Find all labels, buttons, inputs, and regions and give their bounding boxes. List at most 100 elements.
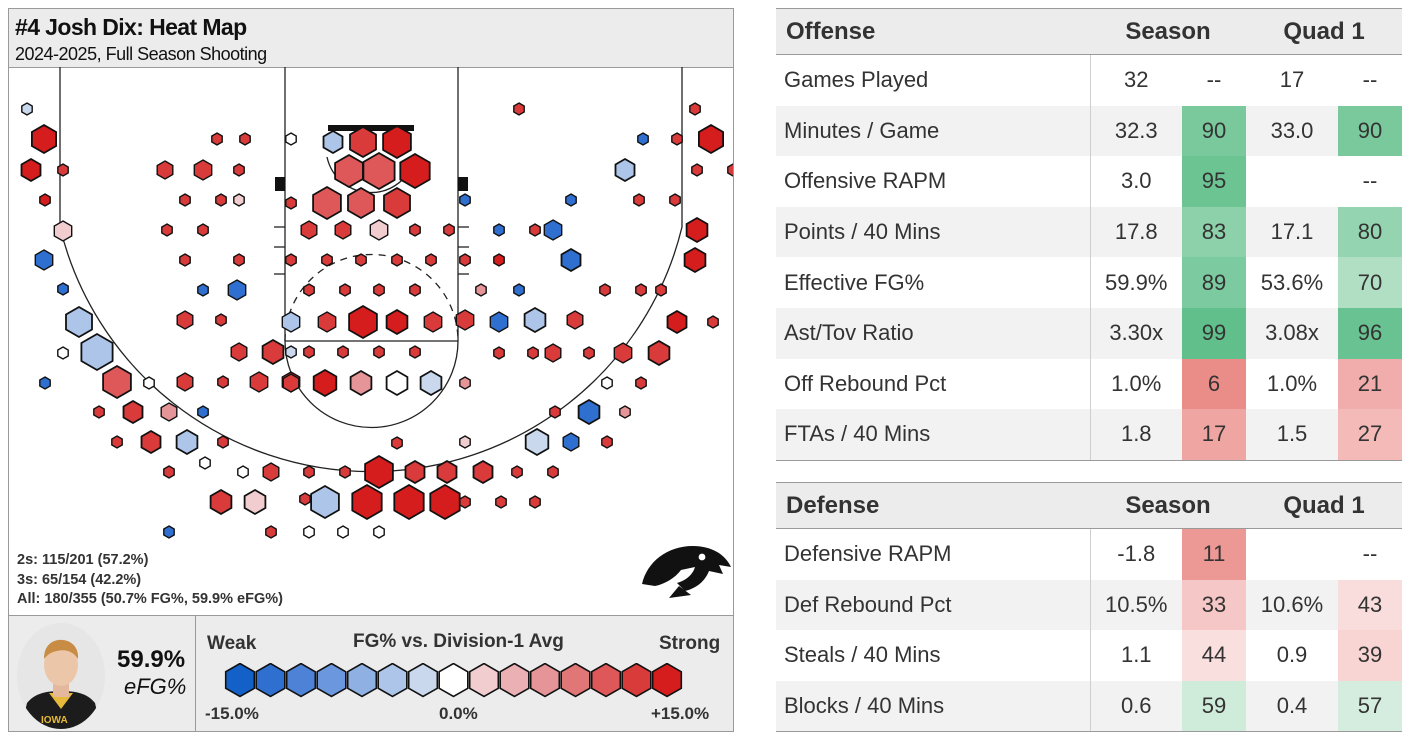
shot-hex bbox=[349, 369, 373, 397]
season-percentile: 17 bbox=[1182, 409, 1246, 461]
shot-hex bbox=[239, 132, 251, 146]
shot-hex bbox=[339, 283, 351, 297]
shot-hex bbox=[262, 462, 280, 482]
shot-hex bbox=[65, 305, 93, 339]
legend-hex bbox=[651, 663, 683, 698]
legend-tick-mid: 0.0% bbox=[439, 704, 478, 723]
season-value: 1.0% bbox=[1111, 370, 1162, 396]
season-percentile: 83 bbox=[1182, 206, 1246, 258]
season-percentile: 95 bbox=[1182, 156, 1246, 207]
season-value: -1.8 bbox=[1117, 541, 1156, 567]
legend-hex bbox=[529, 663, 561, 698]
stat-row: Minutes / Game 32.3 90 33.0 90 bbox=[776, 105, 1403, 157]
shot-hex bbox=[30, 123, 57, 155]
shot-hex bbox=[215, 313, 227, 327]
season-value: 1.8 bbox=[1090, 409, 1182, 461]
season-percentile: -- bbox=[1206, 67, 1222, 93]
stat-row: Points / 40 Mins 17.8 83 17.1 80 bbox=[776, 206, 1403, 258]
legend-hex bbox=[316, 663, 347, 698]
legend-hex bbox=[590, 663, 622, 698]
shot-hex bbox=[543, 219, 563, 241]
stat-label: Off Rebound Pct bbox=[776, 358, 1091, 410]
shot-hex bbox=[176, 372, 194, 392]
shot-hex bbox=[193, 159, 213, 181]
season-value: 3.30x bbox=[1090, 307, 1182, 359]
shot-hex bbox=[436, 459, 458, 485]
quad1-percentile: -- bbox=[1362, 541, 1378, 567]
legend-hex bbox=[377, 663, 408, 698]
shot-hex bbox=[93, 405, 105, 419]
shot-hex bbox=[423, 311, 443, 333]
stat-row: Offensive RAPM 3.0 95 -- bbox=[776, 156, 1402, 207]
shot-hex bbox=[391, 253, 403, 267]
shot-hex bbox=[635, 283, 647, 297]
shot-hex bbox=[647, 339, 671, 367]
shot-hex bbox=[495, 495, 507, 509]
defense-table: Defense Season Quad 1 Defensive RAPM -1.8… bbox=[776, 482, 1403, 733]
shot-hex bbox=[683, 246, 707, 274]
legend-title: FG% vs. Division-1 Avg bbox=[353, 631, 564, 652]
stat-label: Steals / 40 Mins bbox=[776, 630, 1091, 681]
shot-hex bbox=[472, 459, 494, 485]
court-markers bbox=[275, 125, 468, 191]
shot-hex bbox=[237, 465, 249, 479]
shot-hex bbox=[455, 309, 475, 331]
shot-hex bbox=[493, 346, 505, 360]
shot-hex bbox=[179, 193, 191, 207]
quad1-value: 1.0% bbox=[1266, 370, 1318, 396]
stat-row: Defensive RAPM -1.8 11 -- bbox=[776, 528, 1402, 580]
defense-header-row: Defense Season Quad 1 bbox=[776, 482, 1403, 529]
shot-hex bbox=[404, 459, 426, 485]
shot-hex bbox=[544, 343, 562, 363]
twos-line: 2s: 115/201 (57.2%) bbox=[17, 552, 149, 568]
legend-tick-max: +15.0% bbox=[651, 704, 710, 723]
shot-hex bbox=[429, 483, 461, 521]
shot-hex bbox=[211, 132, 223, 146]
season-percentile: 6 bbox=[1182, 358, 1246, 410]
iowa-hawkeye-logo bbox=[642, 546, 731, 598]
shot-hex bbox=[560, 247, 582, 273]
shot-hex bbox=[583, 346, 595, 360]
stat-label: Blocks / 40 Mins bbox=[776, 680, 1091, 733]
heat-map-panel: #4 Josh Dix: Heat Map 2024-2025, Full Se… bbox=[8, 8, 734, 732]
shot-hex bbox=[529, 495, 541, 509]
season-percentile: 59 bbox=[1182, 680, 1246, 733]
shot-hex bbox=[179, 253, 191, 267]
shot-hex bbox=[303, 345, 315, 359]
shot-hex bbox=[601, 376, 613, 390]
season-percentile: 11 bbox=[1182, 528, 1246, 580]
shot-hex bbox=[391, 436, 403, 450]
shot-hex bbox=[197, 405, 209, 419]
legend-tick-min: -15.0% bbox=[205, 704, 259, 723]
shot-hex bbox=[613, 342, 633, 364]
shot-hex bbox=[285, 345, 297, 359]
shot-hex bbox=[143, 376, 155, 390]
shot-hex bbox=[348, 304, 378, 340]
shot-hex bbox=[513, 283, 525, 297]
quad1-value: 3.08x bbox=[1246, 307, 1338, 359]
season-value: 10.5% bbox=[1090, 579, 1182, 631]
shot-hex bbox=[698, 123, 724, 155]
stat-label: FTAs / 40 Mins bbox=[776, 409, 1091, 461]
shot-hex bbox=[409, 345, 421, 359]
shot-hex bbox=[399, 152, 431, 190]
shot-hex bbox=[285, 253, 297, 267]
offense-quad1-header: Quad 1 bbox=[1246, 8, 1403, 55]
quad1-percentile: 90 bbox=[1338, 105, 1403, 157]
shot-hex bbox=[21, 102, 33, 116]
shot-hex bbox=[303, 525, 315, 539]
legend-hex bbox=[438, 663, 469, 698]
stat-label: Minutes / Game bbox=[776, 105, 1091, 157]
shot-hex bbox=[459, 193, 471, 207]
legend-bar: IOWA 59.9% eFG% Weak FG% vs. Division-1 … bbox=[9, 615, 733, 731]
quad1-percentile: 21 bbox=[1338, 358, 1403, 410]
stat-row: FTAs / 40 Mins 1.8 17 1.5 27 bbox=[776, 409, 1403, 461]
shot-hex bbox=[523, 306, 547, 334]
shot-hex bbox=[373, 283, 385, 297]
shot-hex bbox=[227, 279, 247, 301]
shot-hex bbox=[689, 102, 701, 116]
shot-hex bbox=[619, 405, 631, 419]
shot-hex bbox=[529, 223, 541, 237]
stat-row: Effective FG% 59.9% 89 53.6% 70 bbox=[776, 257, 1403, 308]
season-value: 3.0 bbox=[1120, 168, 1152, 194]
